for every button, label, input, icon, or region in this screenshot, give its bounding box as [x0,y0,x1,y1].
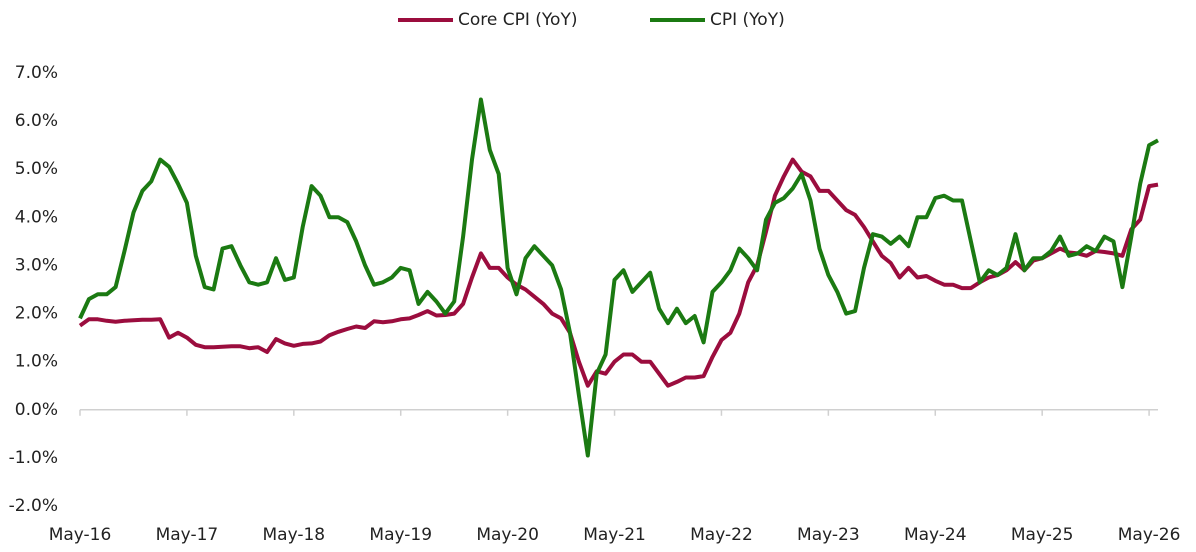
x-tick-label: May-21 [583,525,646,545]
y-tick-label: 1.0% [15,352,58,372]
y-tick-label: -1.0% [9,448,58,468]
x-tick-label: May-24 [904,525,967,545]
x-tick-label: May-26 [1118,525,1181,545]
y-tick-label: 2.0% [15,304,58,324]
y-tick-label: 0.0% [15,400,58,420]
x-tick-label: May-17 [156,525,219,545]
y-tick-label: 7.0% [15,63,58,83]
x-tick-label: May-16 [49,525,112,545]
x-tick-label: May-20 [476,525,539,545]
y-tick-label: 5.0% [15,159,58,179]
y-tick-label: 3.0% [15,255,58,275]
legend-label: Core CPI (YoY) [458,10,577,30]
x-tick-label: May-25 [1011,525,1074,545]
legend-label: CPI (YoY) [710,10,785,30]
y-tick-label: 6.0% [15,111,58,131]
x-tick-label: May-18 [263,525,326,545]
x-tick-label: May-19 [369,525,432,545]
series-line [78,97,1159,458]
x-tick-label: May-22 [690,525,753,545]
x-tick-label: May-23 [797,525,860,545]
y-tick-label: -2.0% [9,496,58,516]
y-tick-label: 4.0% [15,207,58,227]
